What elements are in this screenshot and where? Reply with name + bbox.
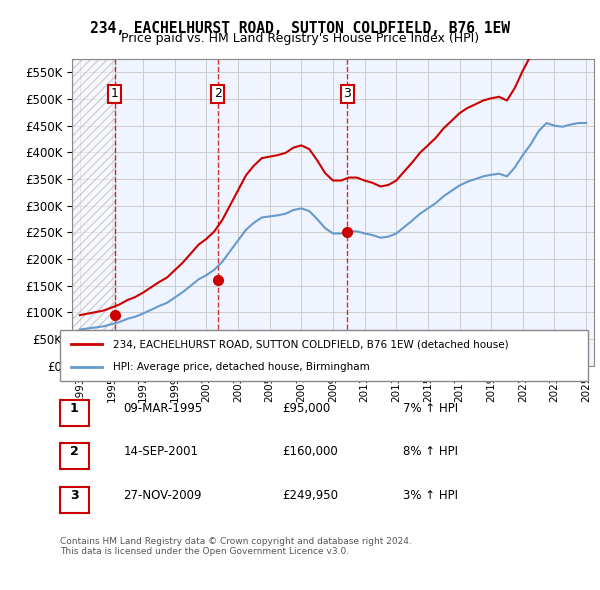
Text: 2: 2 bbox=[70, 445, 79, 458]
Text: 234, EACHELHURST ROAD, SUTTON COLDFIELD, B76 1EW (detached house): 234, EACHELHURST ROAD, SUTTON COLDFIELD,… bbox=[113, 339, 508, 349]
Text: 14-SEP-2001: 14-SEP-2001 bbox=[124, 445, 199, 458]
Text: HPI: Average price, detached house, Birmingham: HPI: Average price, detached house, Birm… bbox=[113, 362, 370, 372]
Text: 234, EACHELHURST ROAD, SUTTON COLDFIELD, B76 1EW: 234, EACHELHURST ROAD, SUTTON COLDFIELD,… bbox=[90, 21, 510, 35]
Text: 1: 1 bbox=[70, 402, 79, 415]
Text: £249,950: £249,950 bbox=[282, 489, 338, 502]
FancyBboxPatch shape bbox=[60, 400, 89, 426]
Text: 3% ↑ HPI: 3% ↑ HPI bbox=[403, 489, 458, 502]
Text: 27-NOV-2009: 27-NOV-2009 bbox=[124, 489, 202, 502]
FancyBboxPatch shape bbox=[60, 442, 89, 468]
Text: Price paid vs. HM Land Registry's House Price Index (HPI): Price paid vs. HM Land Registry's House … bbox=[121, 32, 479, 45]
Text: 1: 1 bbox=[110, 87, 118, 100]
Text: 3: 3 bbox=[343, 87, 352, 100]
Text: £95,000: £95,000 bbox=[282, 402, 330, 415]
FancyBboxPatch shape bbox=[60, 487, 89, 513]
Text: 2: 2 bbox=[214, 87, 221, 100]
Text: 09-MAR-1995: 09-MAR-1995 bbox=[124, 402, 203, 415]
Text: 8% ↑ HPI: 8% ↑ HPI bbox=[403, 445, 458, 458]
Text: 3: 3 bbox=[70, 489, 79, 502]
Text: £160,000: £160,000 bbox=[282, 445, 338, 458]
FancyBboxPatch shape bbox=[60, 330, 588, 381]
Text: 7% ↑ HPI: 7% ↑ HPI bbox=[403, 402, 458, 415]
Text: Contains HM Land Registry data © Crown copyright and database right 2024.
This d: Contains HM Land Registry data © Crown c… bbox=[60, 537, 412, 556]
